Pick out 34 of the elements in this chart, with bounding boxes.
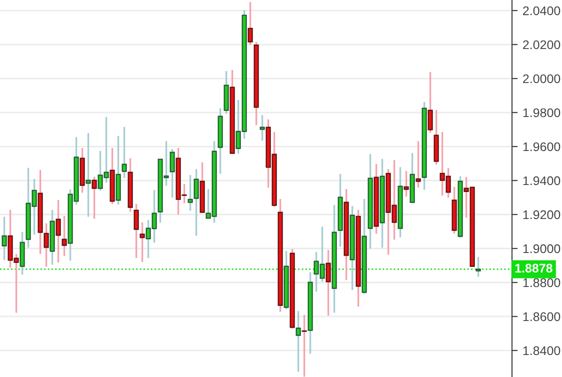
- ref-line-label: 1.8878: [515, 264, 552, 273]
- candlestick: [92, 176, 97, 220]
- candlestick: [326, 249, 331, 316]
- y-tick-label: 2.0400: [523, 6, 560, 16]
- candlestick: [122, 126, 127, 179]
- candlestick: [302, 314, 307, 377]
- candlestick: [476, 256, 481, 278]
- candlestick: [134, 203, 139, 259]
- candlestick: [170, 148, 175, 199]
- candlestick: [416, 140, 421, 188]
- candlestick: [188, 174, 193, 212]
- candlestick: [140, 221, 145, 263]
- candlestick: [428, 71, 433, 134]
- candlestick: [44, 222, 49, 268]
- candlestick: [20, 231, 25, 276]
- candlestick: [296, 310, 301, 373]
- y-tick-label: 2.0200: [523, 40, 560, 50]
- y-tick-label: 2.0000: [523, 74, 560, 84]
- candlestick: [404, 170, 409, 198]
- candlestick: [260, 114, 265, 142]
- candlestick: [248, 1, 253, 46]
- y-tick-label: 1.9400: [523, 176, 560, 186]
- candlestick: [2, 216, 7, 261]
- y-tick-label: 1.8400: [523, 346, 560, 356]
- candlestick: [56, 199, 61, 264]
- candlestick: [194, 168, 199, 237]
- y-tick-label: 1.8800: [523, 278, 560, 288]
- candlestick: [62, 215, 67, 257]
- candlestick: [86, 132, 91, 218]
- y-tick-label: 1.9200: [523, 210, 560, 220]
- y-tick-label: 1.9800: [523, 108, 560, 118]
- y-tick-label: 1.9600: [523, 142, 560, 152]
- y-tick-label: 1.9000: [523, 244, 560, 254]
- y-tick-label: 1.8600: [523, 312, 560, 322]
